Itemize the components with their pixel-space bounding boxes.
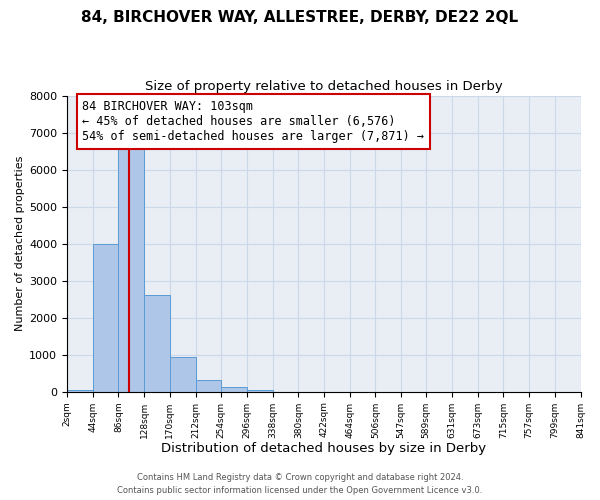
Bar bbox=[93, 244, 118, 392]
Text: Contains HM Land Registry data © Crown copyright and database right 2024.
Contai: Contains HM Land Registry data © Crown c… bbox=[118, 474, 482, 495]
Bar bbox=[221, 387, 247, 392]
Bar bbox=[196, 380, 221, 392]
Y-axis label: Number of detached properties: Number of detached properties bbox=[15, 156, 25, 332]
Bar bbox=[118, 148, 144, 392]
Bar bbox=[67, 390, 93, 392]
X-axis label: Distribution of detached houses by size in Derby: Distribution of detached houses by size … bbox=[161, 442, 487, 455]
Bar bbox=[170, 356, 196, 392]
Bar bbox=[247, 390, 272, 392]
Text: 84, BIRCHOVER WAY, ALLESTREE, DERBY, DE22 2QL: 84, BIRCHOVER WAY, ALLESTREE, DERBY, DE2… bbox=[82, 10, 518, 25]
Text: 84 BIRCHOVER WAY: 103sqm
← 45% of detached houses are smaller (6,576)
54% of sem: 84 BIRCHOVER WAY: 103sqm ← 45% of detach… bbox=[82, 100, 424, 143]
Title: Size of property relative to detached houses in Derby: Size of property relative to detached ho… bbox=[145, 80, 503, 93]
Bar bbox=[144, 296, 170, 392]
